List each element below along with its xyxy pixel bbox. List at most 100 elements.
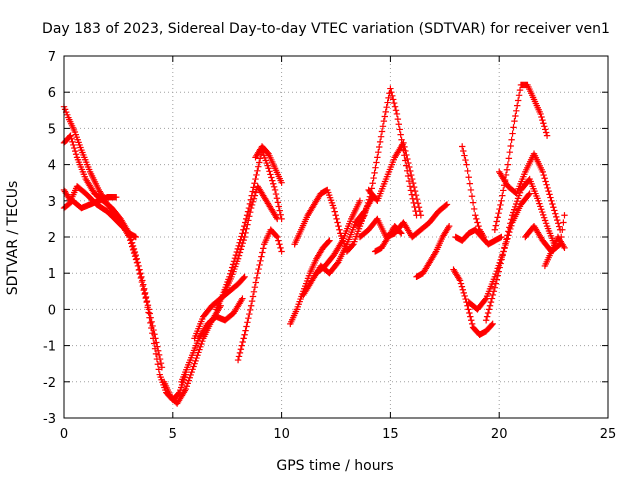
data-point [406, 183, 414, 190]
data-point [246, 310, 253, 318]
data-point [249, 188, 256, 195]
data-point [132, 251, 140, 259]
data-point [553, 213, 560, 221]
data-point [240, 274, 247, 282]
data-point [364, 199, 372, 207]
data-point [400, 139, 407, 147]
data-point [511, 203, 519, 211]
data-point [497, 201, 504, 209]
data-point [274, 199, 282, 206]
data-point [246, 213, 253, 220]
data-point [559, 226, 566, 233]
data-point [276, 207, 283, 214]
data-point [248, 201, 256, 209]
data-point [510, 124, 517, 131]
data-point [404, 155, 411, 163]
data-point [142, 293, 150, 301]
data-point [146, 310, 153, 317]
data-point [371, 169, 378, 177]
data-point [144, 302, 152, 309]
data-point [510, 209, 517, 216]
data-point [259, 249, 266, 256]
data-point [363, 202, 371, 210]
data-point [148, 318, 155, 326]
data-point [335, 222, 342, 230]
data-point [498, 197, 505, 204]
series-arc13 [291, 186, 377, 255]
data-point [253, 274, 260, 282]
data-point [336, 226, 343, 233]
data-point [490, 288, 498, 295]
y-tick-label: 6 [48, 86, 56, 101]
data-point [257, 257, 264, 264]
data-point [158, 364, 166, 371]
y-tick-label: -3 [43, 412, 56, 427]
data-point [132, 233, 140, 241]
data-point [468, 193, 476, 200]
series-arc18 [356, 201, 451, 241]
data-point [396, 126, 403, 133]
data-point [483, 313, 491, 320]
data-point [156, 355, 164, 363]
data-point [539, 116, 546, 124]
data-point [268, 174, 275, 181]
data-point [560, 219, 567, 226]
data-point [487, 298, 495, 306]
data-point [458, 283, 466, 290]
y-tick-label: 7 [48, 50, 56, 65]
data-point [240, 236, 247, 244]
data-point [514, 102, 521, 109]
data-point [241, 233, 248, 241]
series-arc22 [452, 226, 505, 248]
data-point [463, 161, 470, 168]
data-point [507, 220, 514, 227]
data-point [398, 230, 405, 237]
data-point [133, 255, 140, 262]
data-point [509, 130, 516, 137]
data-point [140, 281, 147, 288]
series-arc21 [450, 266, 496, 338]
data-point [365, 196, 373, 203]
data-point [561, 212, 568, 219]
data-point [69, 138, 76, 146]
data-point [370, 174, 377, 182]
data-point [373, 159, 380, 166]
data-point [407, 187, 415, 194]
data-point [242, 229, 249, 237]
data-point [464, 167, 471, 175]
data-point [495, 268, 502, 275]
data-point [554, 220, 562, 227]
data-point [397, 229, 404, 236]
data-point [485, 306, 493, 313]
data-point [539, 168, 546, 176]
data-point [155, 351, 163, 359]
data-point [249, 293, 257, 300]
data-point [394, 115, 402, 123]
data-point [514, 97, 522, 104]
data-point [389, 96, 397, 103]
data-point [542, 220, 550, 227]
data-point [70, 141, 77, 149]
data-point [414, 200, 422, 207]
data-point [154, 347, 162, 354]
data-point [362, 208, 369, 216]
chart-title: Day 183 of 2023, Sidereal Day-to-day VTE… [42, 21, 610, 37]
data-point [466, 180, 474, 187]
data-point [504, 232, 511, 239]
data-point [238, 243, 246, 250]
y-tick-label: -2 [43, 376, 56, 391]
data-point [561, 244, 568, 252]
data-point [382, 108, 389, 116]
data-point [545, 187, 552, 195]
data-point [544, 184, 551, 192]
data-point [270, 180, 277, 187]
data-point [356, 197, 364, 204]
data-point [505, 155, 513, 162]
data-point [415, 204, 423, 211]
data-point [374, 154, 381, 161]
data-point [137, 270, 144, 277]
data-point [495, 210, 502, 217]
data-point [271, 186, 279, 194]
data-point [136, 266, 143, 273]
series-arc2 [60, 132, 166, 371]
